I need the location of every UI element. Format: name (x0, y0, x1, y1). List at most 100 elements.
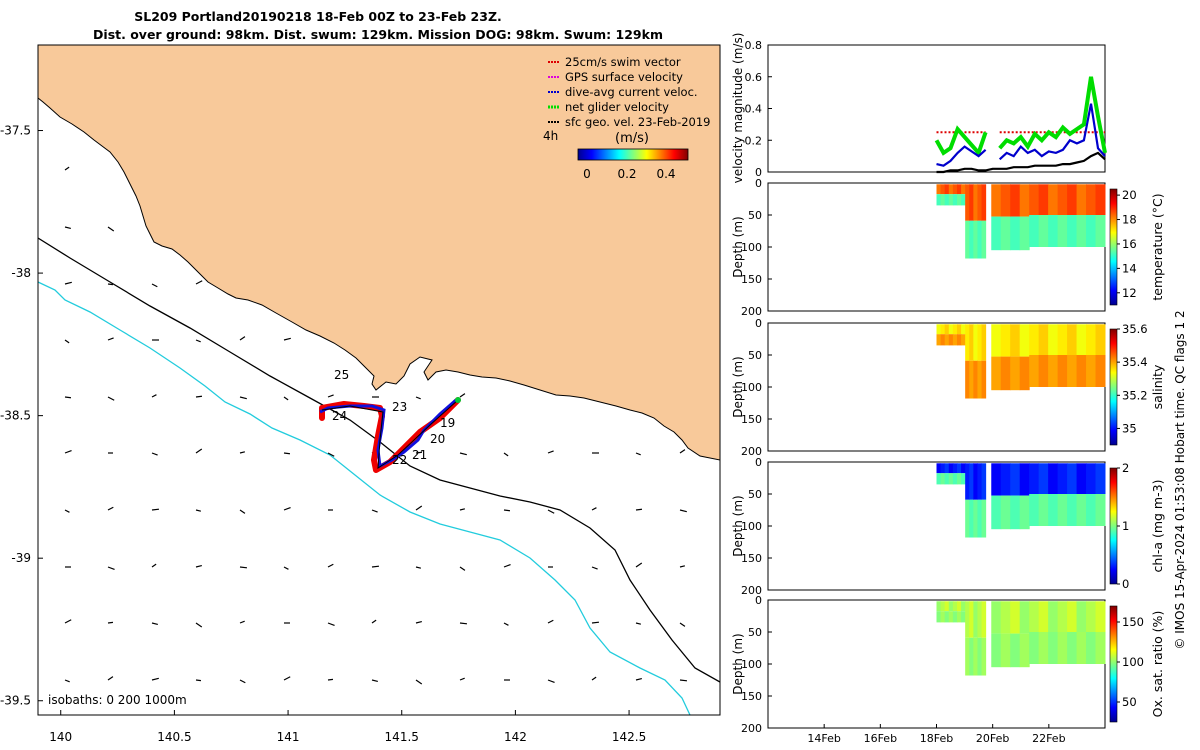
section-cell (977, 601, 983, 638)
current-vector (151, 452, 158, 456)
figure-title-line2: Dist. over ground: 98km. Dist. swum: 129… (93, 27, 663, 42)
section-cell (1095, 494, 1106, 526)
section-cell (1067, 215, 1078, 247)
legend-label-swim: 25cm/s swim vector (565, 55, 681, 69)
section-cell (1076, 601, 1087, 632)
current-vector (459, 508, 465, 511)
section-cell (977, 463, 983, 500)
map-x-tick-label: 140 (49, 730, 72, 744)
current-vector (679, 565, 685, 568)
section-cell (981, 601, 987, 638)
section-ylabel: Depth (m) (731, 633, 745, 694)
map-x-tick-label: 141.5 (385, 730, 419, 744)
colorbar-tick-label: 16 (1122, 237, 1137, 251)
section-panel-3: 0 50 100 150 200 Depth (m) 0 1 2 chl-a (mg m-3) (731, 456, 1165, 597)
section-cell (1067, 184, 1078, 215)
colorbar-tick-label: 35 (1122, 421, 1137, 435)
colorbar-tick-label: 2 (1122, 461, 1129, 475)
section-y-tick-label: 150 (741, 413, 762, 426)
current-vector (195, 448, 203, 454)
section-y-tick-label: 50 (748, 349, 762, 362)
day-label-21: 21 (412, 448, 427, 462)
section-cell (1019, 324, 1030, 357)
section-cell (1029, 184, 1040, 215)
figure-title-line1: SL209 Portland20190218 18-Feb 00Z to 23-… (134, 9, 502, 24)
section-cell (973, 499, 978, 538)
day-label-20: 20 (430, 432, 445, 446)
speed-colorbar (577, 148, 689, 161)
velocity-y-tick-label: 0.8 (745, 39, 763, 52)
current-vector (547, 509, 555, 514)
time-axis: 14Feb 16Feb 18Feb 20Feb 22Feb (807, 724, 1066, 745)
map-x-tick-label: 142 (504, 730, 527, 744)
velocity-lines (934, 76, 1107, 174)
section-cell (1010, 356, 1021, 391)
section-cell (973, 324, 978, 361)
section-cell (952, 184, 958, 195)
current-vector (415, 451, 423, 454)
velocity-y-tick-label: 0.2 (745, 134, 763, 147)
section-cell (1019, 495, 1030, 530)
current-vector (107, 506, 114, 511)
section-cell (1076, 324, 1087, 355)
day-label-25: 25 (334, 368, 349, 382)
section-cell (956, 463, 962, 474)
section-cell (965, 360, 970, 399)
track-black (321, 399, 459, 469)
section-cell (1086, 324, 1097, 355)
section-cell (944, 601, 950, 612)
section-cell (1000, 633, 1011, 668)
colorbar-tick-label: 20 (1122, 188, 1137, 202)
section-y-tick-label: 200 (741, 445, 762, 458)
section-cell (981, 184, 987, 221)
section-cell (1000, 324, 1011, 357)
section-y-tick-label: 150 (741, 273, 762, 286)
current-vector (371, 509, 378, 513)
section-cell (969, 360, 974, 399)
isobaths-label: isobaths: 0 200 1000m (48, 693, 187, 707)
current-vector (327, 563, 334, 568)
legend-label-sfc: sfc geo. vel. 23-Feb-2019 (565, 115, 711, 129)
colorbar-tick-label: 18 (1122, 213, 1137, 227)
section-cell (1038, 463, 1049, 494)
section-cell (1067, 494, 1078, 526)
section-y-tick-label: 0 (755, 317, 762, 330)
section-y-tick-label: 100 (741, 381, 762, 394)
current-vector (195, 564, 202, 568)
section-cell (1048, 184, 1059, 215)
current-vector (64, 226, 71, 230)
current-vector (371, 565, 380, 568)
colorbar-tick-label: 35.4 (1122, 355, 1148, 369)
section-cell (965, 637, 970, 676)
section-cell (961, 324, 966, 335)
section-cell (991, 356, 1002, 391)
section-cell (1067, 632, 1078, 664)
section-y-tick-label: 100 (741, 658, 762, 671)
current-vector (283, 566, 289, 570)
section-cell (991, 184, 1002, 217)
current-vector (415, 679, 423, 685)
day-label-24: 24 (332, 409, 347, 423)
section-cell (961, 601, 966, 612)
section-cell (1095, 463, 1106, 494)
current-vector (591, 621, 600, 624)
colorbar-tick-label: 12 (1122, 286, 1137, 300)
section-colorbar (1109, 467, 1118, 585)
section-cell (1067, 463, 1078, 494)
section-cell (981, 360, 987, 399)
current-vector (64, 339, 70, 344)
section-cell (973, 601, 978, 638)
current-vector (283, 676, 291, 681)
current-vector (64, 509, 70, 513)
section-cell (1019, 601, 1030, 634)
section-cell (1038, 601, 1049, 632)
section-cell (1010, 633, 1021, 668)
section-cell (948, 611, 954, 623)
velocity-y-tick-label: 0 (755, 166, 762, 179)
current-vector (415, 566, 421, 569)
section-y-tick-label: 50 (748, 209, 762, 222)
current-vector (195, 339, 201, 343)
section-cell (1048, 494, 1059, 526)
land-mass (38, 45, 720, 461)
current-vector (459, 622, 468, 625)
